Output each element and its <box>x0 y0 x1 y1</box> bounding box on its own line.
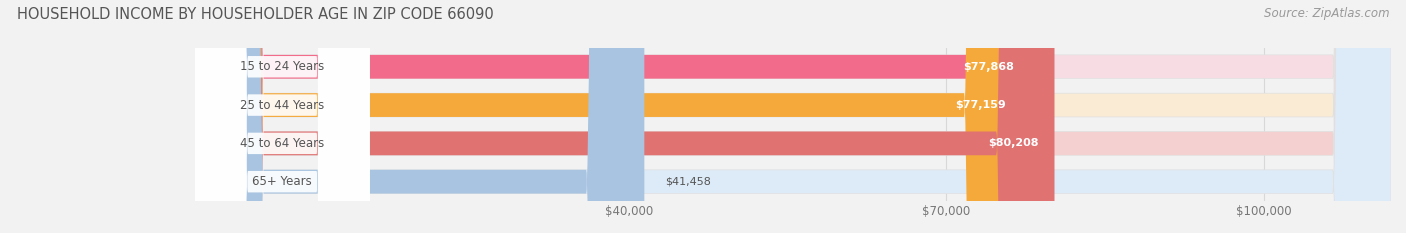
Text: 25 to 44 Years: 25 to 44 Years <box>240 99 325 112</box>
FancyBboxPatch shape <box>205 0 1022 233</box>
Text: $41,458: $41,458 <box>665 177 711 187</box>
FancyBboxPatch shape <box>205 0 1391 233</box>
Text: HOUSEHOLD INCOME BY HOUSEHOLDER AGE IN ZIP CODE 66090: HOUSEHOLD INCOME BY HOUSEHOLDER AGE IN Z… <box>17 7 494 22</box>
Text: 65+ Years: 65+ Years <box>253 175 312 188</box>
FancyBboxPatch shape <box>205 0 644 233</box>
Text: $77,868: $77,868 <box>963 62 1014 72</box>
Text: $80,208: $80,208 <box>988 138 1039 148</box>
FancyBboxPatch shape <box>205 0 1391 233</box>
FancyBboxPatch shape <box>195 0 370 233</box>
FancyBboxPatch shape <box>205 0 1029 233</box>
Text: 45 to 64 Years: 45 to 64 Years <box>240 137 325 150</box>
Text: 15 to 24 Years: 15 to 24 Years <box>240 60 325 73</box>
FancyBboxPatch shape <box>205 0 1054 233</box>
FancyBboxPatch shape <box>195 0 370 233</box>
Text: Source: ZipAtlas.com: Source: ZipAtlas.com <box>1264 7 1389 20</box>
FancyBboxPatch shape <box>195 0 370 233</box>
Text: $77,159: $77,159 <box>956 100 1007 110</box>
FancyBboxPatch shape <box>195 0 370 233</box>
FancyBboxPatch shape <box>205 0 1391 233</box>
FancyBboxPatch shape <box>205 0 1391 233</box>
